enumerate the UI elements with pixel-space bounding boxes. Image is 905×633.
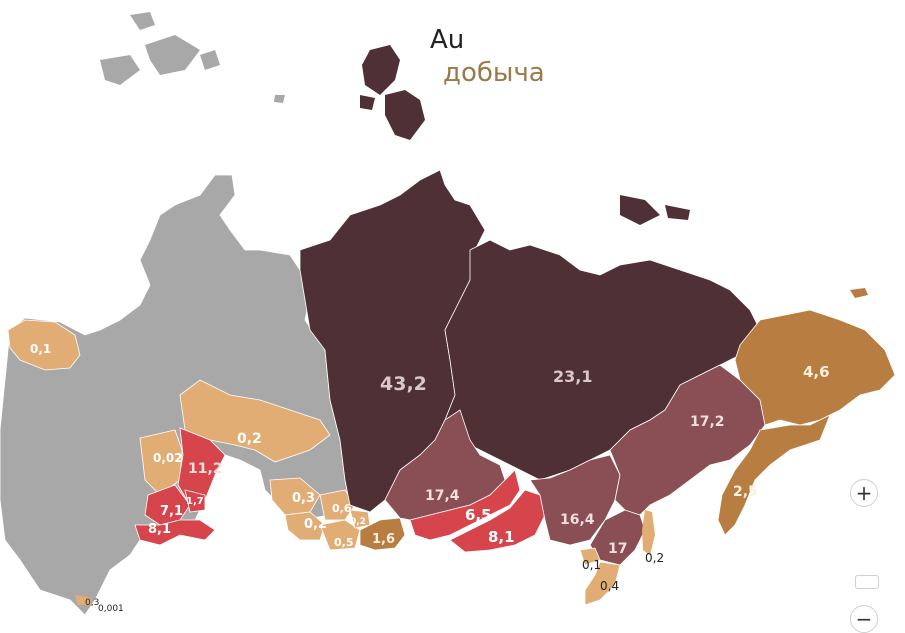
region-magadan[interactable]	[734, 309, 896, 426]
region-caucasus[interactable]	[75, 595, 92, 605]
region-jewish-ao[interactable]	[579, 547, 601, 566]
reset-view-button[interactable]	[855, 575, 879, 589]
label-rep-altai: 0,6	[332, 502, 352, 515]
label-zabaykalsky: 8,1	[488, 528, 515, 546]
region-new-siberian-islands[interactable]	[620, 195, 690, 225]
label-kamchatka: 2,5	[733, 484, 758, 500]
map-subtitle: добыча	[443, 58, 545, 88]
region-buryatia[interactable]	[409, 469, 521, 541]
region-altai[interactable]	[319, 489, 356, 521]
label-sverdlovsk: 0,02	[153, 451, 183, 465]
label-khabarovsk: 17,2	[690, 414, 725, 430]
label-kurgan: 1,7	[186, 496, 204, 507]
label-amur: 16,4	[560, 512, 595, 528]
label-altai: 0,2	[304, 517, 327, 532]
region-european-russia[interactable]	[0, 174, 351, 616]
zoom-out-button[interactable]: −	[850, 605, 878, 633]
region-kamchatka[interactable]	[717, 414, 831, 536]
label-buryatia: 6,5	[465, 506, 492, 524]
label-novosibirsk: 0,5	[334, 536, 354, 549]
label-magadan: 4,6	[803, 363, 830, 381]
label-sakhalin: 0,2	[645, 551, 664, 565]
region-primorye-south[interactable]	[584, 561, 621, 606]
label-khakassia: 0,2	[350, 517, 366, 527]
arctic-islands-west	[100, 12, 285, 103]
zoom-in-button[interactable]: +	[850, 479, 878, 507]
label-bashkortostan: 7,1	[160, 504, 183, 519]
region-tyva[interactable]	[359, 517, 406, 551]
region-orenburg[interactable]	[134, 519, 216, 546]
region-novosibirsk[interactable]	[284, 511, 326, 541]
label-tyva: 1,6	[372, 532, 395, 547]
label-orenburg: 8,1	[148, 522, 171, 537]
region-rep-altai[interactable]	[319, 519, 361, 551]
region-sakhalin[interactable]	[642, 510, 655, 555]
label-primorye-south: 0,4	[600, 579, 619, 593]
label-irkutsk: 17,4	[425, 488, 460, 504]
label-krasnoyarsk: 43,2	[380, 373, 427, 395]
map-title: Au	[430, 25, 465, 55]
label-chelyabinsk: 11,2	[188, 461, 223, 477]
label-kemerovo: 0,3	[292, 491, 315, 506]
label-primorye: 17	[608, 541, 627, 557]
label-tyumen: 0,2	[237, 431, 262, 447]
label-jewish-ao: 0,1	[582, 558, 601, 572]
region-tyumen[interactable]	[179, 379, 331, 463]
region-amur[interactable]	[529, 454, 621, 546]
region-kurgan[interactable]	[184, 489, 206, 513]
region-wrangel[interactable]	[850, 288, 868, 298]
value-labels: 43,2 23,1 17,4 17,2 16,4 17 11,2 8,1 6,5…	[30, 342, 830, 614]
label-yakutia: 23,1	[553, 367, 592, 386]
label-caucasus-2: 0,001	[98, 604, 124, 614]
label-caucasus-1: 0,3	[85, 598, 99, 608]
region-severnaya-zemlya[interactable]	[360, 45, 425, 140]
region-karelia[interactable]	[7, 319, 81, 371]
label-karelia: 0,1	[30, 342, 51, 356]
